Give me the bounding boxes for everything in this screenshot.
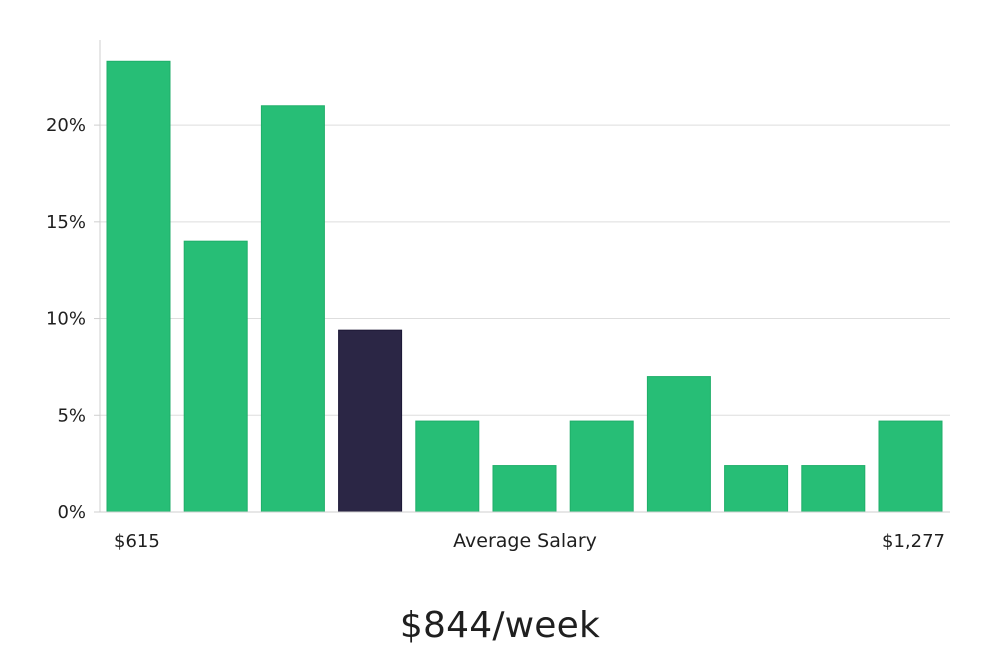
bar — [878, 420, 943, 513]
bar — [260, 105, 325, 513]
bar — [415, 420, 480, 513]
y-tick-label: 5% — [57, 405, 86, 426]
bar-highlighted — [338, 329, 403, 513]
x-min-label: $615 — [114, 531, 160, 552]
y-tick-label: 15% — [46, 212, 86, 233]
x-axis-title: Average Salary — [453, 530, 597, 552]
y-tick-labels: 0% 5% 10% 15% 20% — [46, 115, 86, 523]
bar — [724, 465, 789, 513]
bar — [646, 376, 711, 513]
y-tick-label: 20% — [46, 115, 86, 136]
bars — [106, 60, 943, 513]
x-max-label: $1,277 — [882, 531, 945, 552]
y-tick-label: 0% — [57, 502, 86, 523]
bar — [183, 240, 248, 513]
bar — [569, 420, 634, 513]
axes — [99, 40, 950, 513]
average-salary-readout: $844/week — [399, 605, 601, 646]
bar — [801, 465, 866, 513]
y-tick-label: 10% — [46, 309, 86, 330]
bar — [106, 60, 171, 513]
bar — [492, 465, 557, 513]
